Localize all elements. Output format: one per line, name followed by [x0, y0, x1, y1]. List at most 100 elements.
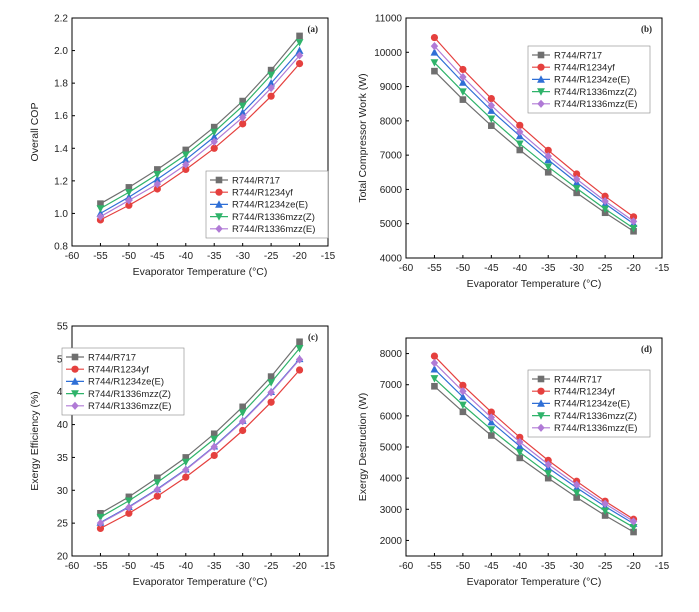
data-point — [544, 163, 553, 171]
data-point — [125, 493, 133, 501]
data-point — [431, 67, 438, 75]
series-line — [433, 385, 634, 533]
series-3 — [430, 375, 638, 532]
legend-marker — [71, 390, 79, 398]
x-tick-label: -55 — [93, 561, 108, 572]
data-point — [488, 122, 495, 129]
x-tick-label: -60 — [399, 561, 414, 572]
x-tick-label: -25 — [264, 561, 279, 572]
y-tick-label: 35 — [57, 453, 69, 464]
data-point — [544, 460, 552, 469]
x-axis-title: Evaporator Temperature (°C) — [133, 266, 268, 278]
plot-frame — [71, 325, 329, 557]
x-tick-label: -40 — [513, 263, 528, 274]
x-tick-label: -15 — [321, 561, 336, 572]
series-0 — [97, 32, 303, 207]
legend-marker — [71, 401, 79, 410]
data-point — [459, 381, 467, 389]
data-point — [267, 79, 276, 87]
data-point — [544, 168, 552, 176]
y-tick-label: 5000 — [380, 443, 403, 454]
legend: R744/R717R744/R1234yfR744/R1234ze(E)R744… — [205, 170, 329, 239]
data-point — [515, 140, 524, 148]
series-line — [100, 55, 301, 218]
data-point — [210, 123, 218, 131]
data-point — [573, 189, 580, 197]
series-3 — [96, 39, 304, 213]
series-0 — [97, 338, 303, 517]
data-point — [238, 108, 247, 116]
x-tick-label: -50 — [456, 263, 471, 274]
legend-marker — [537, 375, 545, 383]
y-tick-label: 8000 — [380, 349, 403, 360]
x-tick-label: -50 — [122, 561, 137, 572]
legend-label: R744/R1234ze(E) — [554, 75, 630, 86]
legend-marker — [537, 88, 545, 96]
legend-label: R744/R717 — [232, 175, 280, 186]
x-tick-label: -35 — [541, 561, 556, 572]
y-tick-label: 8000 — [380, 116, 403, 127]
data-point — [431, 382, 438, 390]
data-point — [239, 97, 246, 105]
data-point — [96, 524, 105, 533]
y-tick-label: 20 — [57, 552, 69, 563]
x-tick-label: -30 — [569, 263, 584, 274]
data-point — [153, 492, 161, 500]
legend-marker — [537, 75, 545, 83]
data-point — [572, 489, 581, 497]
data-point — [153, 185, 161, 193]
data-point — [430, 48, 439, 56]
legend-marker — [537, 387, 545, 395]
data-point — [573, 170, 581, 178]
legend-marker — [215, 224, 223, 233]
legend-marker — [71, 353, 79, 361]
data-point — [182, 473, 190, 481]
data-point — [210, 137, 218, 146]
data-point — [516, 121, 524, 129]
y-tick-label: 6000 — [380, 185, 403, 196]
data-point — [430, 358, 439, 368]
y-tick-label: 4000 — [380, 254, 403, 265]
panel-b: -60 -55 -50 -45 -40 -35 -30 -25 -20 -15 4000 5000 60… — [357, 14, 670, 291]
x-axis-title: Evaporator Temperature (°C) — [467, 576, 602, 588]
data-point — [181, 155, 190, 163]
legend-label: R744/R1336mzz(Z) — [88, 389, 171, 400]
data-point — [210, 128, 219, 137]
y-axis-title: Overall COP — [29, 103, 41, 162]
legend: R744/R717R744/R1234yfR744/R1234ze(E)R744… — [527, 369, 651, 438]
series-line — [100, 50, 301, 214]
data-point — [629, 213, 638, 221]
panel-c: -60 -55 -50 -45 -40 -35 -30 -25 -20 -15 20 25 30 35 40… — [29, 322, 336, 589]
data-point — [459, 408, 467, 416]
data-point — [544, 474, 552, 482]
legend-marker — [71, 365, 79, 373]
y-tick-label: 0.8 — [54, 242, 68, 253]
series-line — [433, 62, 634, 229]
data-point — [267, 92, 275, 100]
legend-label: R744/R1234ze(E) — [232, 200, 308, 211]
series-3 — [430, 59, 638, 233]
legend-label: R744/R717 — [554, 374, 602, 385]
y-tick-label: 2.0 — [54, 46, 68, 57]
x-tick-label: -50 — [456, 561, 471, 572]
data-point — [267, 373, 275, 380]
data-point — [458, 88, 467, 96]
y-axis-title: Exergy Efficiency (%) — [29, 391, 41, 491]
data-point — [267, 388, 275, 397]
series-line — [433, 37, 634, 218]
data-point — [459, 387, 467, 396]
data-point — [125, 184, 133, 191]
data-point — [487, 94, 495, 103]
x-axis-title: Evaporator Temperature (°C) — [133, 576, 268, 588]
data-point — [239, 120, 247, 128]
legend-label: R744/R1336mzz(E) — [88, 401, 171, 412]
legend-label: R744/R1234yf — [554, 63, 615, 74]
legend-marker — [215, 200, 223, 208]
x-tick-label: -60 — [399, 263, 414, 274]
series-4 — [430, 42, 638, 226]
x-tick-label: -25 — [598, 263, 613, 274]
x-tick-label: -25 — [598, 561, 613, 572]
data-point — [153, 485, 162, 494]
data-point — [296, 338, 303, 346]
y-tick-label: 40 — [57, 420, 69, 431]
